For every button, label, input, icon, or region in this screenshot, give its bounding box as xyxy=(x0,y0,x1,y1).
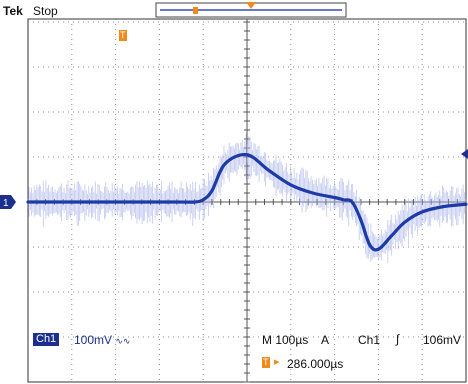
ch1-badge[interactable]: Ch1 xyxy=(33,333,60,346)
record-position-marker xyxy=(193,7,198,14)
run-state-label: Stop xyxy=(33,4,58,18)
coupling-icon: ∿∿ xyxy=(115,336,131,346)
trigger-slope-icon: ∫ xyxy=(396,332,400,346)
brand-label: Tek xyxy=(3,4,23,18)
trigger-source-readout: Ch1 xyxy=(358,333,381,347)
timebase-mode-readout: A xyxy=(321,333,330,347)
timebase-scale-readout: M 100µs xyxy=(262,333,309,347)
trigger-position-top-icon xyxy=(246,2,256,9)
trigger-level-icon xyxy=(461,149,468,159)
trigger-level-readout: 106mV xyxy=(423,333,462,347)
trigger-arrow-icon: ▸ xyxy=(274,356,280,368)
ch1-scale-value: 100mV xyxy=(74,333,113,347)
ch1-ground-marker: 1 xyxy=(0,195,16,209)
trigger-position-icon: T xyxy=(262,357,270,368)
trigger-position-readout: 286.000µs xyxy=(287,357,344,371)
ch1-waveform xyxy=(26,152,468,252)
ch1-ground-marker-label: 1 xyxy=(3,198,9,209)
ch1-scale-readout: 100mV ∿∿ xyxy=(74,333,130,348)
trigger-position-marker: T xyxy=(119,30,127,41)
